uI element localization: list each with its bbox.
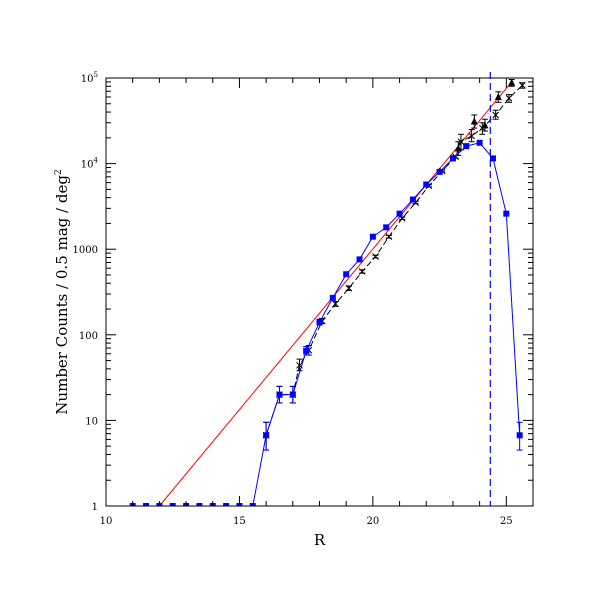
y-tick-label: 1000 — [73, 245, 98, 256]
cross-marker — [296, 361, 303, 369]
square-marker — [289, 391, 296, 398]
y-tick-label-base: 10 — [81, 160, 94, 171]
square-marker — [383, 224, 390, 231]
x-tick-label: 25 — [500, 516, 513, 527]
axis-ticks — [105, 77, 534, 507]
square-marker — [516, 432, 523, 439]
square-marker — [276, 391, 283, 398]
y-axis-title-superscript: 2 — [54, 169, 64, 175]
cross-marker — [492, 111, 499, 119]
square-marker — [503, 210, 510, 217]
square-marker — [263, 432, 270, 439]
cross-marker — [372, 253, 379, 260]
triangle-marker — [494, 92, 502, 100]
square-marker — [196, 503, 203, 506]
x-axis-title: R — [314, 531, 326, 549]
square-marker — [316, 319, 323, 326]
triangle-marker — [454, 144, 462, 152]
cross-marker — [398, 214, 406, 222]
square-marker — [396, 210, 403, 217]
y-tick-label-exponent: 5 — [94, 71, 98, 79]
cross-marker — [505, 94, 513, 102]
square-marker — [476, 139, 483, 146]
square-marker — [369, 233, 376, 240]
square-marker — [489, 155, 496, 162]
y-tick-label: 10 — [85, 416, 98, 427]
square-marker — [356, 256, 363, 263]
y-tick-label: 100 — [79, 331, 98, 342]
y-tick-label-base: 10 — [85, 416, 98, 427]
square-marker — [329, 294, 336, 301]
square-marker — [449, 155, 456, 162]
triangle-series — [454, 78, 516, 156]
y-tick-label-base: 1 — [92, 502, 98, 513]
square-marker — [343, 271, 350, 278]
plot-content — [129, 72, 526, 506]
cross-marker — [412, 199, 419, 206]
square-marker — [303, 347, 310, 354]
cross-marker — [385, 233, 393, 241]
y-tick-label: 105 — [81, 71, 98, 85]
cross-marker — [358, 268, 366, 275]
square-marker — [409, 196, 416, 203]
square-marker — [249, 503, 256, 506]
cross-marker — [332, 300, 339, 308]
cross-marker — [345, 284, 353, 292]
square-marker — [463, 143, 470, 150]
y-tick-label: 1 — [92, 502, 98, 513]
triangle-marker — [470, 117, 478, 125]
y-axis-title: Number Counts / 0.5 mag / deg2 — [53, 169, 71, 414]
y-tick-label: 104 — [81, 157, 99, 171]
square-marker — [143, 503, 150, 506]
x-tick-label: 10 — [100, 516, 113, 527]
x-tick-label: 15 — [233, 516, 246, 527]
y-tick-label-base: 100 — [79, 331, 98, 342]
y-tick-label-base: 1000 — [73, 245, 98, 256]
y-axis-title-text: Number Counts / 0.5 mag / deg — [53, 175, 71, 415]
y-tick-label-base: 10 — [81, 74, 94, 85]
square-marker — [436, 168, 443, 175]
square-marker — [423, 181, 430, 188]
triangle-marker — [508, 78, 516, 86]
square-marker — [223, 503, 230, 506]
square-marker — [169, 503, 176, 506]
cross-marker — [468, 132, 475, 140]
triangle-marker — [481, 121, 489, 129]
x-tick-label: 20 — [367, 516, 380, 527]
cross-marker — [518, 82, 526, 89]
y-tick-label-exponent: 4 — [94, 157, 99, 165]
